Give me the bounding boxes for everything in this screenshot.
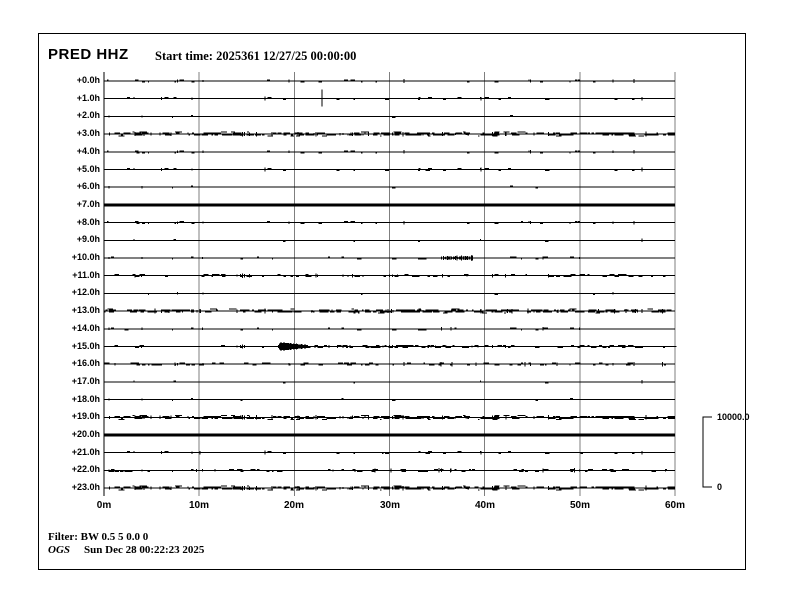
amplitude-scale-min: 0 xyxy=(717,482,723,492)
station-title: PRED HHZ xyxy=(48,46,129,63)
x-axis-tick-label: 30m xyxy=(379,500,400,511)
y-axis-hour-label: +18.0h xyxy=(71,394,100,404)
y-axis-hour-label: +17.0h xyxy=(71,376,100,386)
x-axis-tick-label: 20m xyxy=(283,500,304,511)
y-axis-hour-label: +3.0h xyxy=(76,128,100,138)
x-axis-tick-label: 60m xyxy=(664,500,685,511)
y-axis-hour-label: +23.0h xyxy=(71,482,100,492)
plot-frame xyxy=(38,33,746,570)
agency-label: OGS xyxy=(48,544,71,556)
y-axis-hour-label: +9.0h xyxy=(76,234,100,244)
start-time-label: Start time: 2025361 12/27/25 00:00:00 xyxy=(155,49,357,63)
y-axis-hour-label: +15.0h xyxy=(71,341,100,351)
y-axis-hour-label: +11.0h xyxy=(72,270,100,280)
y-axis-hour-label: +13.0h xyxy=(71,305,100,315)
y-axis-hour-label: +19.0h xyxy=(71,411,100,421)
y-axis-hour-label: +4.0h xyxy=(76,146,100,156)
y-axis-hour-label: +10.0h xyxy=(71,252,100,262)
y-axis-hour-label: +16.0h xyxy=(71,358,100,368)
y-axis-hour-label: +12.0h xyxy=(71,287,100,297)
y-axis-hour-label: +22.0h xyxy=(71,464,100,474)
y-axis-hour-label: +8.0h xyxy=(76,217,100,227)
filter-label: Filter: BW 0.5 5 0.0 0 xyxy=(48,531,149,543)
x-axis-tick-label: 40m xyxy=(474,500,495,511)
y-axis-hour-label: +5.0h xyxy=(76,164,100,174)
y-axis-hour-label: +20.0h xyxy=(71,429,100,439)
x-axis-tick-label: 0m xyxy=(96,500,112,511)
y-axis-hour-label: +0.0h xyxy=(76,75,100,85)
y-axis-hour-label: +7.0h xyxy=(76,199,100,209)
amplitude-scale-max: 10000.0 xyxy=(717,412,750,422)
y-axis-hour-label: +2.0h xyxy=(76,110,100,120)
y-axis-hour-label: +14.0h xyxy=(71,323,100,333)
x-axis-tick-label: 50m xyxy=(569,500,590,511)
x-axis-tick-label: 10m xyxy=(188,500,209,511)
credit-line: OGS Sun Dec 28 00:22:23 2025 xyxy=(48,544,204,556)
y-axis-hour-label: +1.0h xyxy=(76,93,100,103)
y-axis-hour-label: +21.0h xyxy=(71,447,100,457)
y-axis-hour-label: +6.0h xyxy=(76,181,100,191)
render-timestamp: Sun Dec 28 00:22:23 2025 xyxy=(84,544,205,556)
